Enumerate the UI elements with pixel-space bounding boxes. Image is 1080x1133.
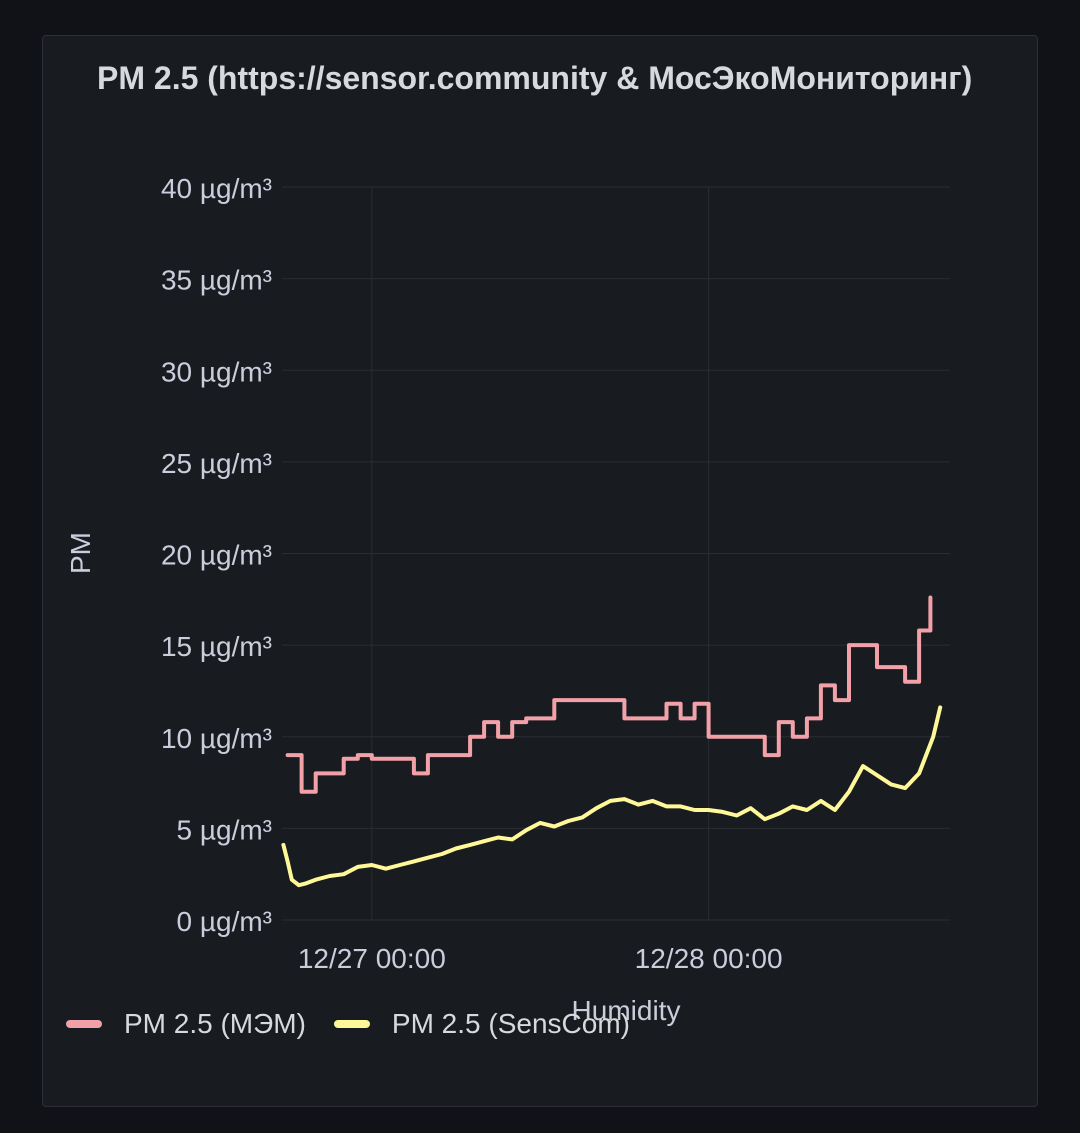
legend-swatch-senscom [333,1020,370,1028]
legend-label-senscom: PM 2.5 (SensCom) [391,1008,630,1039]
y-tick-label: 0 µg/m³ [177,906,272,937]
series-line-senscom [281,705,943,888]
legend-item-mem[interactable]: PM 2.5 (МЭМ) [66,1008,306,1040]
x-axis-label: Humidity [572,995,681,1026]
x-tick-label: 12/28 00:00 [635,943,783,974]
legend: PM 2.5 (МЭМ) PM 2.5 (SensCom) [66,1008,658,1040]
y-tick-label: 5 µg/m³ [177,814,272,845]
series-line-mem [285,595,933,794]
y-tick-label: 35 µg/m³ [161,265,272,296]
y-tick-label: 30 µg/m³ [161,356,272,387]
legend-item-senscom[interactable]: PM 2.5 (SensCom) [333,1008,630,1040]
chart-panel: PM 2.5 (https://sensor.community & МосЭк… [42,35,1038,1107]
y-tick-label: 40 µg/m³ [161,173,272,204]
y-tick-label: 10 µg/m³ [161,723,272,754]
y-tick-label: 15 µg/m³ [161,631,272,662]
legend-label-mem: PM 2.5 (МЭМ) [124,1008,306,1039]
y-tick-label: 20 µg/m³ [161,540,272,571]
y-axis-label: PM [65,532,96,574]
y-tick-label: 25 µg/m³ [161,448,272,479]
legend-swatch-mem [66,1020,102,1028]
x-tick-label: 12/27 00:00 [298,943,446,974]
